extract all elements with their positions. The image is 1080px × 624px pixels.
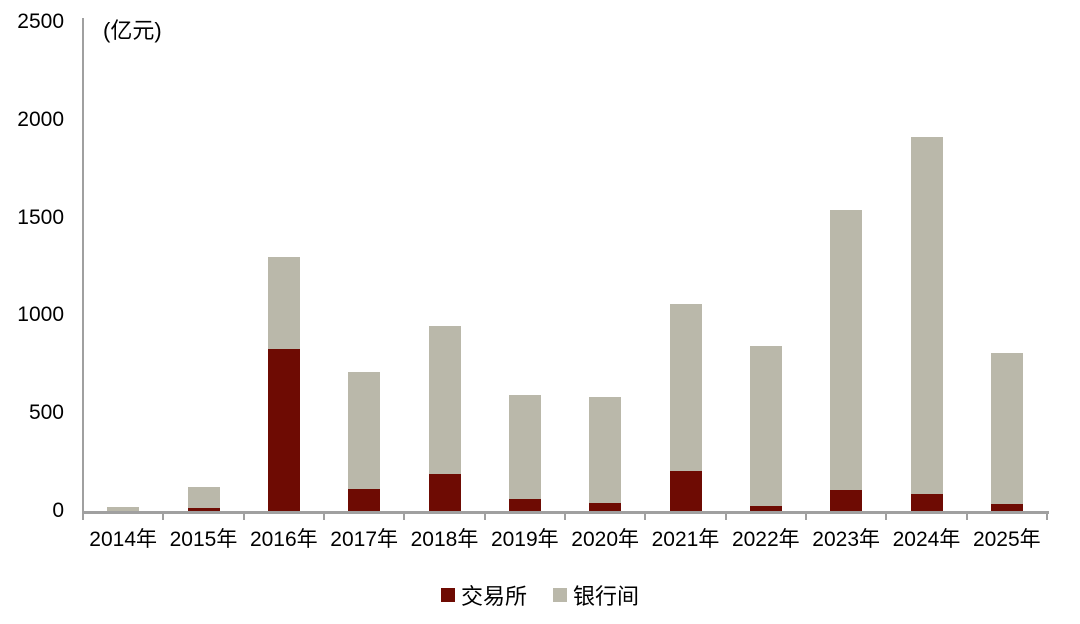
x-axis-tick xyxy=(82,511,84,520)
bar-segment-exchange-2019年 xyxy=(508,499,541,511)
x-tick-label: 2024年 xyxy=(892,528,961,551)
x-axis-tick xyxy=(885,511,888,520)
y-tick-label: 1500 xyxy=(17,205,64,229)
bar-segment-exchange-2017年 xyxy=(348,489,381,511)
y-tick-label: 2000 xyxy=(17,107,64,131)
x-axis-tick xyxy=(162,511,165,520)
x-tick-label: 2014年 xyxy=(89,528,158,551)
x-tick-label: 2022年 xyxy=(731,528,800,551)
bar-segment-exchange-2020年 xyxy=(589,503,622,511)
bar-segment-interbank-2025年 xyxy=(990,352,1023,505)
y-axis-unit-label: (亿元) xyxy=(103,18,162,43)
y-tick-label: 1000 xyxy=(17,303,64,327)
bar-segment-interbank-2021年 xyxy=(669,303,702,471)
x-tick-label: 2015年 xyxy=(169,528,238,551)
bar-segment-exchange-2018年 xyxy=(428,473,461,511)
bar-segment-interbank-2018年 xyxy=(428,326,461,474)
bar-segment-exchange-2015年 xyxy=(187,508,220,511)
bar-segment-interbank-2016年 xyxy=(267,256,300,349)
bar-segment-exchange-2023年 xyxy=(830,490,863,511)
x-axis-tick xyxy=(323,511,325,520)
x-axis-tick xyxy=(1046,511,1048,520)
legend-label: 交易所 xyxy=(460,584,527,609)
x-tick-label: 2018年 xyxy=(410,528,479,551)
x-axis-tick xyxy=(724,511,727,520)
bar-segment-interbank-2024年 xyxy=(910,137,943,495)
bar-segment-interbank-2022年 xyxy=(749,345,782,507)
x-tick-label: 2020年 xyxy=(571,528,640,551)
x-tick-label: 2016年 xyxy=(249,528,318,551)
x-axis-tick xyxy=(965,511,968,520)
bar-segment-exchange-2025年 xyxy=(990,504,1023,511)
legend-item-interbank: 银行间 xyxy=(553,579,639,611)
x-axis-tick xyxy=(403,511,406,520)
x-tick-label: 2017年 xyxy=(330,528,399,551)
legend-swatch-interbank xyxy=(553,588,567,602)
x-axis-tick xyxy=(805,511,807,520)
bar-segment-exchange-2024年 xyxy=(910,494,943,511)
x-axis-tick xyxy=(483,511,486,520)
bar-segment-interbank-2020年 xyxy=(589,396,622,504)
bar-segment-interbank-2017年 xyxy=(348,372,381,490)
chart-legend: 交易所 银行间 xyxy=(0,579,1080,611)
bar-segment-exchange-2022年 xyxy=(749,506,782,511)
x-tick-label: 2025年 xyxy=(972,528,1041,551)
bar-segment-exchange-2016年 xyxy=(267,348,300,511)
legend-item-exchange: 交易所 xyxy=(440,579,527,611)
x-tick-label: 2021年 xyxy=(651,528,720,551)
bar-segment-interbank-2019年 xyxy=(508,394,541,500)
x-axis-tick xyxy=(564,511,566,520)
bar-segment-interbank-2014年 xyxy=(107,507,140,511)
legend-label: 银行间 xyxy=(573,584,640,609)
y-tick-label: 500 xyxy=(28,401,64,425)
x-axis-tick xyxy=(644,511,647,520)
bar-segment-interbank-2015年 xyxy=(187,486,220,509)
y-tick-label: 2500 xyxy=(17,10,64,33)
bar-segment-exchange-2021年 xyxy=(669,470,702,511)
bar-segment-interbank-2023年 xyxy=(830,209,863,491)
x-tick-label: 2023年 xyxy=(812,528,881,551)
x-axis-tick xyxy=(242,511,245,520)
legend-swatch-exchange xyxy=(440,588,455,602)
y-tick-label: 0 xyxy=(52,499,64,522)
y-axis-line xyxy=(82,18,84,519)
x-tick-label: 2019年 xyxy=(490,528,559,551)
